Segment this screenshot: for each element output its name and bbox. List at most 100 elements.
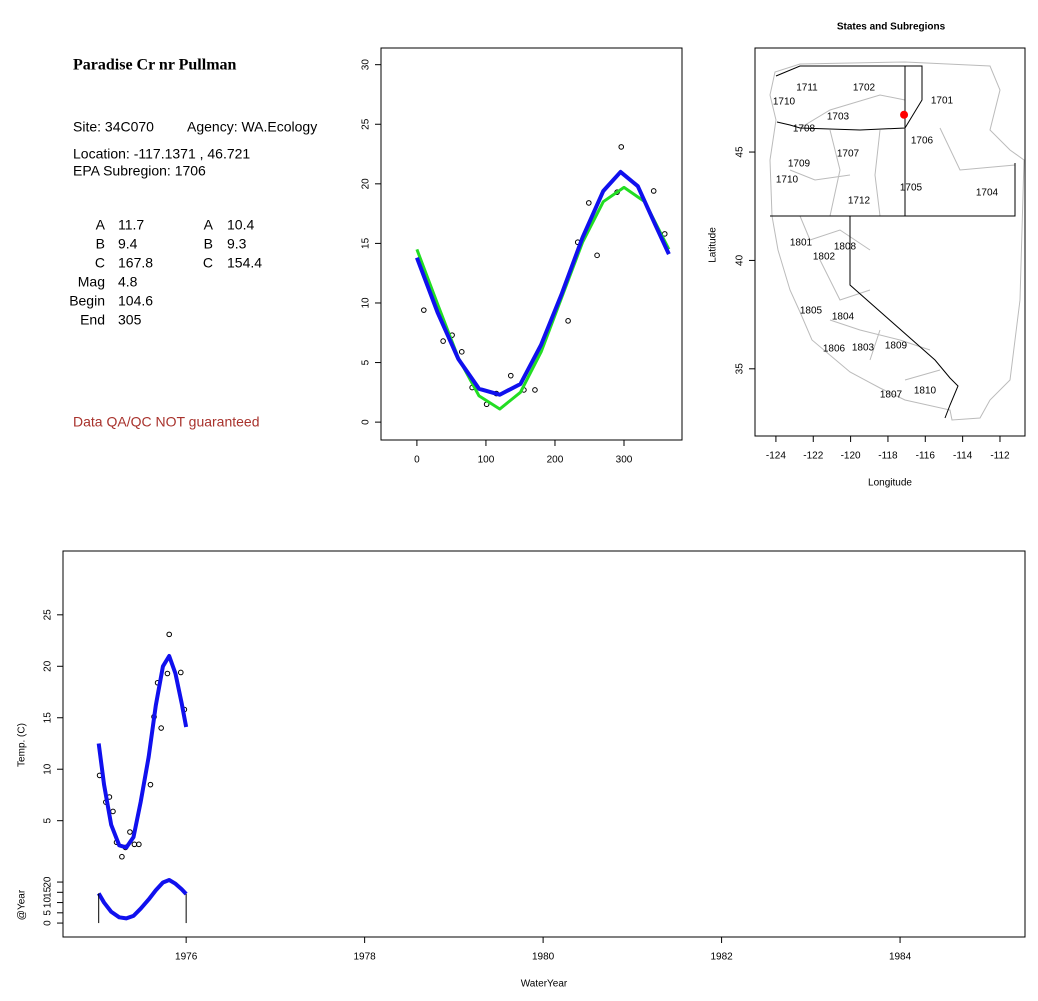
y-tick-label: 0 (361, 419, 372, 425)
data-point (131, 841, 138, 848)
region-label: 1712 (848, 196, 871, 207)
data-point (110, 808, 116, 815)
param-value: 4.8 (118, 274, 138, 290)
y-tick-label: 10 (43, 763, 54, 775)
data-point (618, 144, 625, 150)
data-point (458, 349, 465, 355)
y-axis-title: Temp. (C) (17, 723, 28, 767)
region-label: 1707 (837, 149, 860, 160)
y-tick-label: 20 (361, 178, 372, 190)
y-tick-label: 0 (43, 920, 54, 926)
site-id: Site: 34C070 (73, 119, 154, 135)
y-tick-label: 5 (43, 910, 54, 916)
param-label: End (80, 312, 105, 328)
x-tick-label: 1984 (889, 952, 912, 963)
fit-line (96, 878, 188, 921)
param-label: C (95, 255, 105, 271)
data-point (421, 307, 427, 313)
y-tick-label: 20 (43, 660, 54, 672)
x-tick-label: 1982 (710, 952, 733, 963)
param-label: A (96, 217, 106, 233)
x-axis-title: Longitude (868, 478, 912, 489)
y-axis-title: Latitude (708, 227, 719, 263)
param-label: A (204, 217, 214, 233)
data-point (158, 725, 164, 731)
data-point (532, 387, 538, 393)
param-value: 104.6 (118, 293, 153, 309)
region-label: 1809 (885, 341, 908, 352)
y-tick-label: 25 (43, 609, 54, 621)
data-point (127, 829, 133, 835)
chart-title: States and Subregions (837, 22, 946, 33)
x-tick-label: -122 (803, 451, 823, 462)
x-tick-label: 1980 (532, 952, 555, 963)
y-tick-label: 20 (43, 876, 54, 888)
y-tick-label: 15 (43, 712, 54, 724)
x-tick-label: -112 (990, 451, 1010, 462)
map-outlines (769, 61, 1025, 421)
data-point (164, 670, 171, 677)
subregion: EPA Subregion: 1706 (73, 163, 206, 179)
param-label: Mag (78, 274, 105, 290)
param-value: 167.8 (118, 255, 153, 271)
x-tick-label: -116 (916, 451, 936, 462)
y-tick-label: 30 (361, 59, 372, 71)
region-label: 1710 (773, 97, 796, 108)
region-label: 1802 (813, 252, 836, 263)
region-label: 1706 (911, 136, 934, 147)
x-axis-title: WaterYear (521, 979, 568, 990)
plot-frame (380, 47, 683, 441)
data-point (177, 669, 184, 676)
parameter-table: A 11.7 A 10.4 B 9.4 B 9.3 C 167.8 C 154.4 Mag 4.8 Begi… (69, 217, 262, 328)
x-tick-label: 200 (547, 455, 564, 466)
param-label: C (203, 255, 213, 271)
param-value: 305 (118, 312, 142, 328)
param-value: 10.4 (227, 217, 254, 233)
region-label: 1708 (793, 124, 816, 135)
region-label: 1807 (880, 390, 903, 401)
region-label: 1804 (832, 312, 855, 323)
agency: Agency: WA.Ecology (187, 119, 317, 135)
param-value: 9.4 (118, 236, 138, 252)
region-label: 1810 (914, 386, 937, 397)
region-label: 1710 (776, 175, 799, 186)
x-tick-label: -114 (953, 451, 973, 462)
data-point (594, 252, 600, 259)
region-label: 1805 (800, 306, 823, 317)
x-tick-label: 0 (414, 455, 420, 466)
x-tick-label: -120 (841, 451, 861, 462)
x-tick-label: -118 (878, 451, 898, 462)
plot-frame (62, 550, 1026, 938)
y-tick-label: 5 (361, 359, 372, 365)
location: Location: -117.1371 , 46.721 (73, 146, 250, 162)
y-tick-label: 10 (361, 297, 372, 309)
data-point (136, 841, 142, 848)
y-tick-label: 15 (361, 237, 372, 249)
x-tick-label: 100 (478, 455, 495, 466)
region-label: 1808 (834, 242, 857, 253)
region-label: 1711 (796, 83, 818, 94)
y-tick-label: 45 (735, 146, 746, 158)
region-label: 1703 (827, 112, 850, 123)
param-value: 11.7 (118, 217, 144, 233)
param-label: B (96, 236, 105, 252)
param-value: 9.3 (227, 236, 247, 252)
param-value: 154.4 (227, 255, 262, 271)
data-point (440, 338, 446, 344)
y-tick-label: 35 (735, 363, 746, 375)
region-label: 1702 (853, 83, 876, 94)
y-tick-label: 10 (43, 897, 54, 909)
x-tick-label: 300 (616, 455, 633, 466)
data-point (119, 853, 125, 860)
x-tick-label: -124 (766, 451, 786, 462)
y-tick-label: 25 (361, 118, 372, 130)
data-point (650, 188, 657, 194)
disclaimer: Data QA/QC NOT guaranteed (73, 414, 260, 430)
region-label: 1801 (790, 238, 813, 249)
region-label: 1806 (823, 344, 846, 355)
param-label: B (204, 236, 213, 252)
fit-line (415, 169, 671, 397)
site-title: Paradise Cr nr Pullman (73, 57, 237, 74)
data-point (147, 781, 154, 788)
